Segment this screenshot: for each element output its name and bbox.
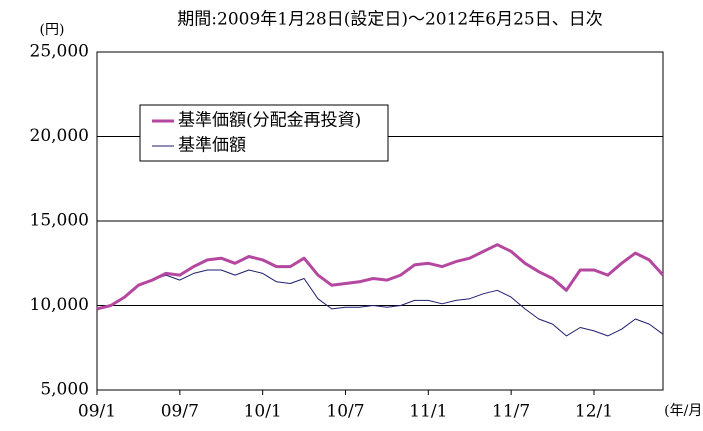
series-line	[96, 243, 665, 311]
y-tick-label: 5,000	[40, 380, 89, 400]
legend-label: 基準価額(分配金再投資)	[178, 111, 361, 131]
series-line	[96, 269, 664, 337]
x-tick-label: 10/1	[244, 402, 282, 422]
x-tick-label: 10/7	[326, 402, 364, 422]
x-tick-label: 12/1	[575, 402, 613, 422]
y-tick-label: 20,000	[30, 126, 89, 146]
y-tick-label: 25,000	[30, 42, 89, 62]
x-tick-label: 09/7	[161, 402, 199, 422]
legend-label: 基準価額	[178, 136, 246, 156]
x-tick-label: 11/7	[492, 402, 530, 422]
x-axis-unit: (年/月)	[664, 403, 703, 419]
plot-frame	[96, 51, 664, 391]
y-tick-label: 10,000	[30, 295, 89, 315]
x-tick-label: 11/1	[409, 402, 447, 422]
x-tick-label: 09/1	[78, 402, 116, 422]
legend-box	[139, 104, 389, 162]
chart-title: 期間:2009年1月28日(設定日)～2012年6月25日、日次	[177, 10, 602, 30]
y-axis-unit: (円)	[40, 22, 65, 38]
y-tick-label: 15,000	[30, 211, 89, 231]
